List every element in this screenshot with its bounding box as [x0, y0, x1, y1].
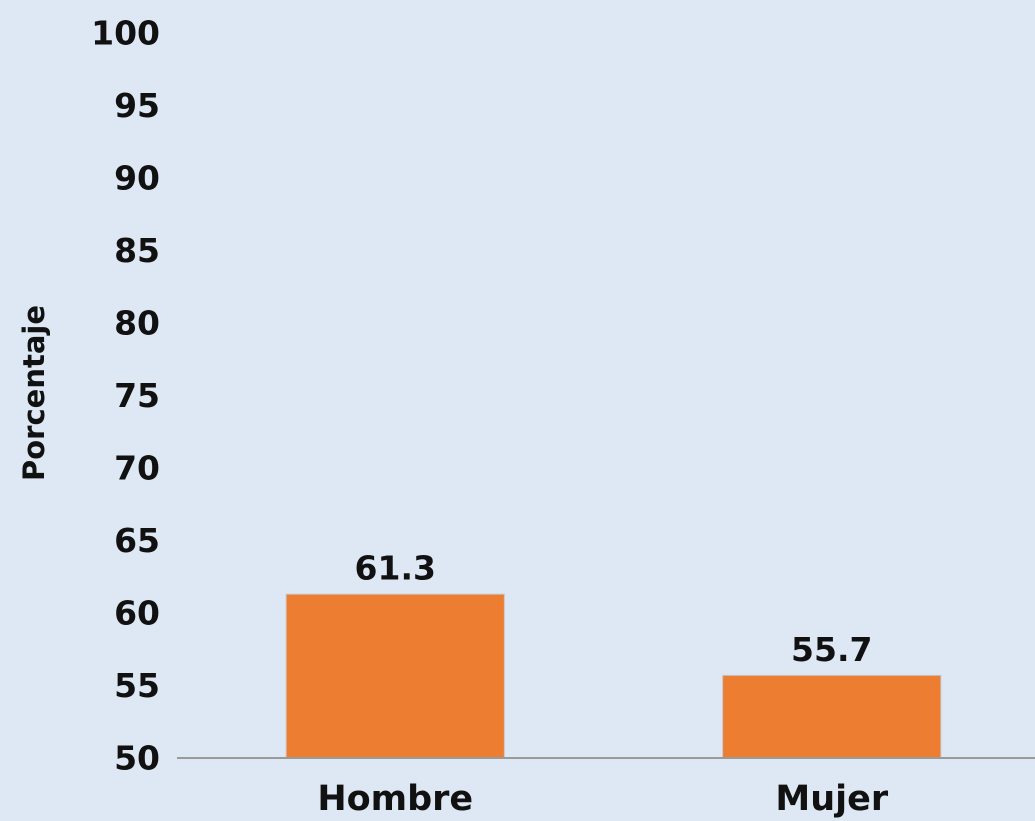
y-tick-label: 55	[114, 666, 160, 705]
y-tick-label: 75	[114, 376, 160, 415]
x-tick-label: Mujer	[775, 779, 888, 819]
y-axis-label: Porcentaje	[17, 305, 51, 481]
value-label: 55.7	[791, 630, 872, 669]
y-tick-label: 80	[114, 304, 160, 343]
y-tick-label: 100	[91, 14, 160, 53]
bar	[722, 674, 942, 759]
y-tick-label: 70	[114, 449, 160, 488]
x-tick-label: Hombre	[317, 779, 473, 819]
value-label: 61.3	[355, 549, 436, 588]
y-tick-label: 90	[114, 159, 160, 198]
y-tick-label: 60	[114, 594, 160, 633]
y-tick-label: 65	[114, 521, 160, 560]
bar	[285, 593, 505, 759]
y-tick-label: 95	[114, 86, 160, 125]
y-tick-label: 50	[114, 739, 160, 778]
y-tick-label: 85	[114, 231, 160, 270]
